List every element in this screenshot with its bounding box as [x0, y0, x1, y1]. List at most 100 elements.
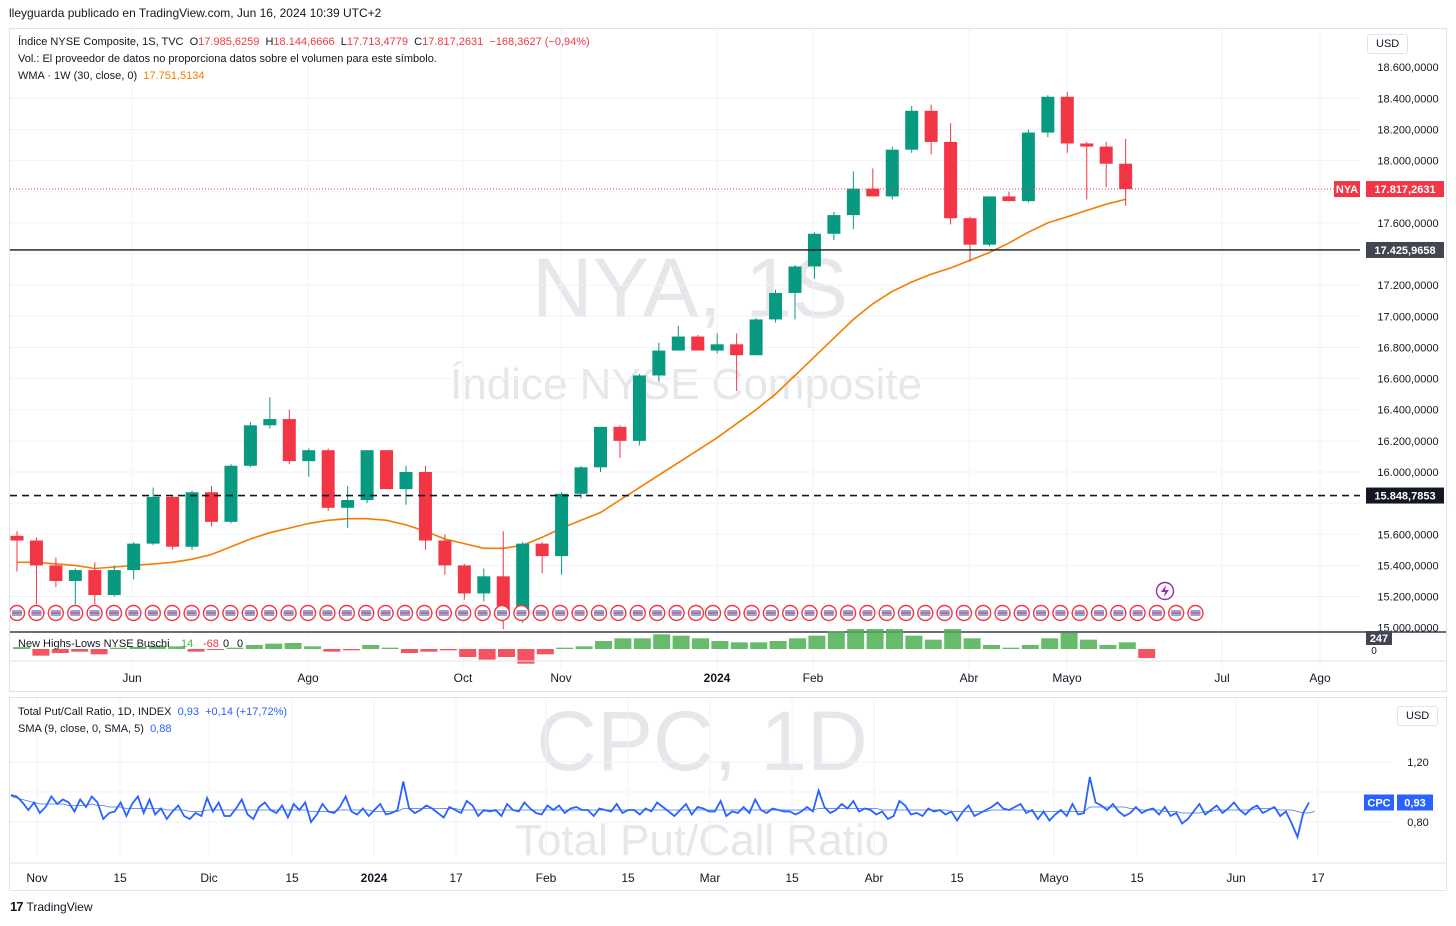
highs-lows-bar	[207, 649, 224, 650]
candle	[983, 196, 996, 247]
tradingview-logo-icon: 17	[10, 899, 24, 914]
candle-body	[846, 188, 860, 216]
event-flag-icon	[552, 604, 569, 622]
subpane-label: New Highs-Lows NYSE Buschi	[18, 638, 170, 650]
highs-lows-bar	[1041, 638, 1059, 649]
candle	[302, 448, 316, 477]
sma-legend-line: SMA (9, close, 0, SMA, 5) 0,88	[18, 721, 287, 738]
candle-body	[29, 540, 43, 566]
event-flag-icon	[319, 604, 336, 622]
candle-body	[477, 576, 491, 594]
l-value: 17.713,4779	[346, 36, 409, 48]
event-flag-icon	[820, 604, 837, 622]
candle-body	[1099, 146, 1113, 164]
event-flag-icon	[66, 604, 84, 622]
cpc-path	[10, 776, 1310, 840]
event-flag-icon	[358, 604, 375, 622]
price-tick: 17.200,0000	[1377, 280, 1438, 292]
candle	[224, 464, 238, 524]
cpc-watermark-small: Total Put/Call Ratio	[515, 816, 889, 865]
cpc-time-tick: 15	[113, 871, 127, 885]
candle	[613, 425, 627, 458]
cpc-currency-button[interactable]: USD	[1397, 706, 1439, 726]
last-price-tag-bg	[1366, 181, 1444, 198]
cpc-tick: 1,20	[1407, 757, 1428, 769]
time-tick: Jun	[122, 671, 141, 685]
cpc-time-tick: 15	[285, 871, 299, 885]
candle	[866, 168, 880, 197]
footer-brand[interactable]: 17 TradingView	[10, 899, 93, 914]
event-flag-icon	[1167, 604, 1185, 622]
publisher-line: lleyguarda publicado en TradingView.com,…	[9, 6, 382, 20]
candle-body	[49, 565, 63, 581]
event-flag-icon	[396, 604, 414, 622]
highs-lows-bar	[672, 635, 690, 649]
candle-body	[944, 141, 958, 219]
candle-body	[555, 493, 569, 557]
currency-button[interactable]: USD	[1367, 34, 1409, 54]
time-axis: Jun Ago Oct Nov 2024 Feb Abr Mayo Jul Ago	[10, 660, 1446, 685]
time-tick: Mayo	[1052, 671, 1082, 685]
highs-lows-bar	[827, 631, 845, 649]
candle	[730, 333, 744, 392]
candle-body	[282, 419, 296, 462]
candle-body	[866, 188, 880, 197]
main-chart-panel[interactable]: NYA, 1S Índice NYSE Composite New Highs-…	[9, 28, 1447, 692]
candle-body	[263, 419, 277, 426]
subpane-value: -68	[203, 638, 219, 650]
candles	[10, 92, 1133, 630]
wma-path	[17, 198, 1126, 570]
event-flag-icon	[105, 604, 123, 622]
main-chart-svg[interactable]: NYA, 1S Índice NYSE Composite New Highs-…	[10, 29, 1446, 691]
sma-path	[10, 796, 1315, 814]
candle	[710, 333, 724, 354]
event-flag-icon	[513, 604, 530, 622]
cpc-chart-svg[interactable]: CPC, 1D Total Put/Call Ratio 1,20 0,80 CPC…	[10, 698, 1446, 890]
cpc-time-tick: Nov	[26, 871, 47, 885]
cpc-value-tag-bg	[1397, 794, 1433, 811]
highs-lows-bar	[614, 638, 632, 649]
time-tick: Feb	[803, 671, 824, 685]
event-flag-icon	[280, 604, 297, 622]
cpc-chart-panel[interactable]: CPC, 1D Total Put/Call Ratio 1,20 0,80 CPC…	[9, 697, 1447, 891]
candle	[632, 373, 646, 446]
subpane-tag: 247	[1370, 633, 1388, 645]
event-flag-icon	[261, 604, 278, 622]
event-flag-icon	[975, 604, 992, 622]
event-flag-icon	[416, 604, 433, 622]
grid	[10, 29, 1360, 669]
candle-body	[963, 218, 977, 245]
h-value: 18.144,6666	[273, 36, 335, 48]
candle-body	[68, 570, 82, 581]
candle	[574, 465, 588, 499]
event-flag-icon	[493, 604, 511, 622]
highs-lows-bar	[362, 645, 380, 649]
subpane-value: 14	[181, 638, 193, 650]
price-tick: 16.000,0000	[1377, 467, 1438, 479]
event-flag-icon	[532, 604, 549, 622]
candle	[166, 495, 180, 550]
highs-lows-bar	[459, 649, 477, 657]
price-tick: 16.400,0000	[1377, 405, 1438, 417]
event-flag-icon	[241, 604, 259, 622]
highs-lows-bar	[944, 629, 962, 649]
candle	[846, 171, 860, 230]
last-price-tag: 17.817,2631	[1374, 184, 1435, 196]
highs-lows-bar	[556, 647, 574, 649]
candle-body	[302, 450, 316, 462]
candle-body	[185, 492, 199, 547]
o-value: 17.985,6259	[198, 36, 260, 48]
highs-lows-bar	[905, 635, 923, 649]
candle	[749, 317, 763, 356]
candle-body	[10, 535, 24, 541]
highs-lows-bar	[536, 649, 554, 655]
event-flag-icon	[222, 604, 239, 622]
candle	[477, 568, 491, 602]
event-flag-icon	[610, 604, 627, 622]
candle-body	[88, 570, 102, 596]
candle-body	[224, 465, 238, 522]
event-flag-icon	[1148, 604, 1166, 622]
cpc-time-tick: 17	[1311, 871, 1325, 885]
candle	[1080, 141, 1094, 200]
cpc-value: 0,93	[177, 706, 199, 718]
